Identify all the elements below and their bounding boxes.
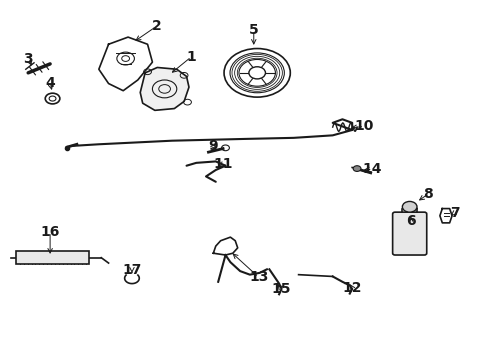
Polygon shape [140,67,189,111]
Text: 8: 8 [423,187,433,201]
Text: 13: 13 [249,270,269,284]
Text: 15: 15 [272,282,291,296]
Text: 9: 9 [209,139,218,153]
Text: 2: 2 [151,19,161,33]
Text: 5: 5 [249,23,259,37]
Text: 4: 4 [45,76,55,90]
Circle shape [353,166,361,171]
Circle shape [402,202,417,212]
Text: 16: 16 [40,225,60,239]
Text: 14: 14 [363,162,382,176]
Text: 3: 3 [24,51,33,66]
Bar [16,251,89,264]
Text: 11: 11 [213,157,233,171]
Text: 12: 12 [343,281,362,295]
Text: 17: 17 [122,263,142,277]
Text: 10: 10 [355,120,374,134]
Text: 7: 7 [450,206,459,220]
Text: 6: 6 [406,214,416,228]
FancyBboxPatch shape [392,212,427,255]
Text: 1: 1 [187,50,196,64]
